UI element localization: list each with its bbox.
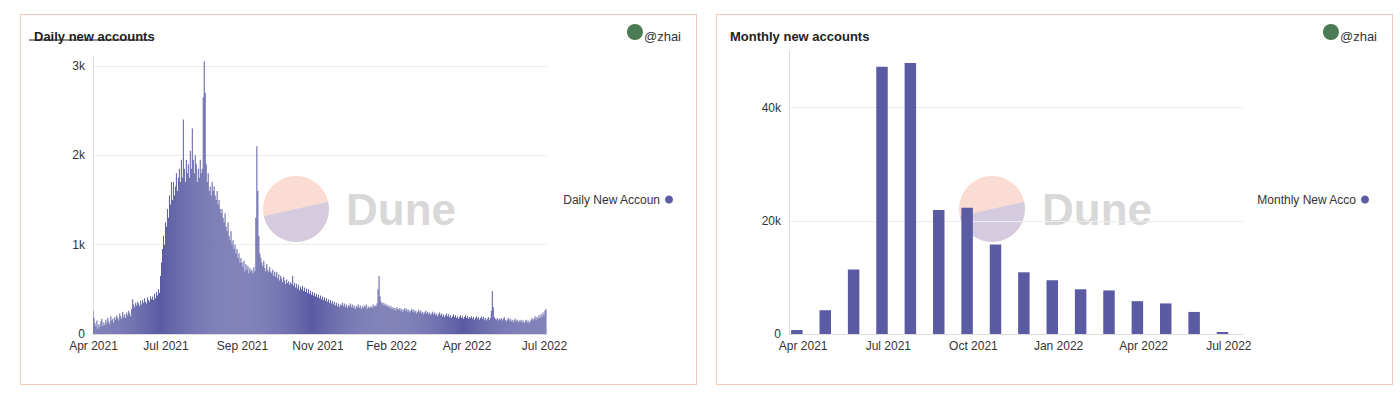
svg-text:3k: 3k [72,59,86,73]
svg-text:@zhai: @zhai [644,29,681,44]
svg-text:@zhai: @zhai [1340,29,1377,44]
svg-text:Feb 2022: Feb 2022 [366,339,417,353]
svg-text:Jan 2022: Jan 2022 [1034,339,1084,353]
svg-text:Monthly New Acco: Monthly New Acco [1257,193,1356,207]
svg-text:Daily New Accoun: Daily New Accoun [563,193,660,207]
svg-text:Jul 2022: Jul 2022 [1206,339,1252,353]
svg-text:2k: 2k [72,148,86,162]
svg-text:Apr 2022: Apr 2022 [443,339,492,353]
svg-text:Sep 2021: Sep 2021 [217,339,269,353]
svg-text:Oct 2021: Oct 2021 [949,339,998,353]
svg-text:Jul 2021: Jul 2021 [143,339,189,353]
svg-text:Apr 2021: Apr 2021 [69,339,118,353]
svg-text:Jul 2021: Jul 2021 [866,339,912,353]
svg-text:1k: 1k [72,238,86,252]
svg-text:Nov 2021: Nov 2021 [292,339,344,353]
svg-text:Dune: Dune [346,185,456,234]
svg-text:Daily new accounts: Daily new accounts [34,29,155,44]
svg-text:0: 0 [78,327,85,341]
svg-text:40k: 40k [762,101,782,115]
svg-text:Monthly new accounts: Monthly new accounts [730,29,869,44]
svg-text:Dune: Dune [1042,185,1152,234]
svg-text:Jul 2022: Jul 2022 [522,339,568,353]
svg-text:Apr 2021: Apr 2021 [779,339,828,353]
svg-text:0: 0 [774,327,781,341]
svg-text:Apr 2022: Apr 2022 [1119,339,1168,353]
svg-text:20k: 20k [762,214,782,228]
